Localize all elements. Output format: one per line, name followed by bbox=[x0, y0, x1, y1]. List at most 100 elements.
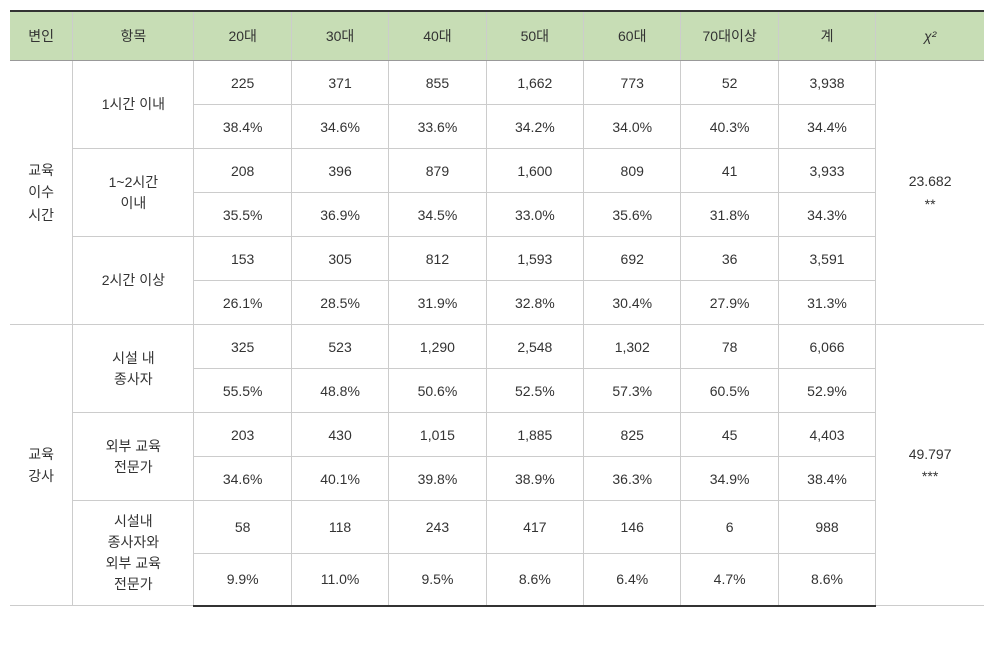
cell-pct: 35.5% bbox=[194, 193, 291, 237]
cell-pct: 38.4% bbox=[194, 105, 291, 149]
group-label: 교육강사 bbox=[10, 325, 73, 606]
cell-pct: 50.6% bbox=[389, 369, 486, 413]
cell-pct: 34.0% bbox=[584, 105, 681, 149]
cell-pct: 6.4% bbox=[584, 553, 681, 606]
cell-pct: 55.5% bbox=[194, 369, 291, 413]
cell-pct: 34.3% bbox=[778, 193, 875, 237]
cell-value: 371 bbox=[291, 61, 388, 105]
header-item: 항목 bbox=[73, 11, 194, 61]
cell-pct: 40.1% bbox=[291, 457, 388, 501]
cell-pct: 36.3% bbox=[584, 457, 681, 501]
cell-value: 396 bbox=[291, 149, 388, 193]
cell-value: 3,591 bbox=[778, 237, 875, 281]
cell-value: 1,662 bbox=[486, 61, 583, 105]
chi2-value: 23.682** bbox=[876, 61, 984, 325]
table-header: 변인 항목 20대 30대 40대 50대 60대 70대이상 계 χ² bbox=[10, 11, 984, 61]
cell-value: 41 bbox=[681, 149, 778, 193]
cell-pct: 31.9% bbox=[389, 281, 486, 325]
cell-pct: 28.5% bbox=[291, 281, 388, 325]
group-label: 교육이수시간 bbox=[10, 61, 73, 325]
item-label: 1~2시간이내 bbox=[73, 149, 194, 237]
cell-pct: 60.5% bbox=[681, 369, 778, 413]
cell-value: 430 bbox=[291, 413, 388, 457]
cell-value: 812 bbox=[389, 237, 486, 281]
header-age70plus: 70대이상 bbox=[681, 11, 778, 61]
cell-pct: 9.9% bbox=[194, 553, 291, 606]
cell-pct: 38.4% bbox=[778, 457, 875, 501]
header-age30: 30대 bbox=[291, 11, 388, 61]
cell-pct: 34.2% bbox=[486, 105, 583, 149]
cell-value: 243 bbox=[389, 501, 486, 554]
cell-pct: 36.9% bbox=[291, 193, 388, 237]
chi2-value: 49.797*** bbox=[876, 325, 984, 606]
cell-value: 879 bbox=[389, 149, 486, 193]
header-chi2: χ² bbox=[876, 11, 984, 61]
cell-value: 52 bbox=[681, 61, 778, 105]
cell-pct: 52.5% bbox=[486, 369, 583, 413]
header-total: 계 bbox=[778, 11, 875, 61]
cell-pct: 27.9% bbox=[681, 281, 778, 325]
cell-pct: 30.4% bbox=[584, 281, 681, 325]
cell-value: 1,885 bbox=[486, 413, 583, 457]
cell-pct: 33.6% bbox=[389, 105, 486, 149]
cell-value: 809 bbox=[584, 149, 681, 193]
cell-value: 118 bbox=[291, 501, 388, 554]
header-age40: 40대 bbox=[389, 11, 486, 61]
item-label: 시설내종사자와외부 교육전문가 bbox=[73, 501, 194, 606]
cell-pct: 32.8% bbox=[486, 281, 583, 325]
cell-value: 6,066 bbox=[778, 325, 875, 369]
cell-value: 523 bbox=[291, 325, 388, 369]
cell-pct: 35.6% bbox=[584, 193, 681, 237]
cell-pct: 34.5% bbox=[389, 193, 486, 237]
cell-pct: 52.9% bbox=[778, 369, 875, 413]
cell-value: 1,302 bbox=[584, 325, 681, 369]
cell-value: 78 bbox=[681, 325, 778, 369]
cell-pct: 34.6% bbox=[291, 105, 388, 149]
cell-value: 6 bbox=[681, 501, 778, 554]
cell-value: 1,290 bbox=[389, 325, 486, 369]
cell-pct: 26.1% bbox=[194, 281, 291, 325]
cell-value: 773 bbox=[584, 61, 681, 105]
cell-pct: 31.8% bbox=[681, 193, 778, 237]
cell-pct: 8.6% bbox=[778, 553, 875, 606]
cell-pct: 4.7% bbox=[681, 553, 778, 606]
cell-value: 3,933 bbox=[778, 149, 875, 193]
cell-value: 153 bbox=[194, 237, 291, 281]
cell-pct: 9.5% bbox=[389, 553, 486, 606]
cell-value: 203 bbox=[194, 413, 291, 457]
cell-value: 988 bbox=[778, 501, 875, 554]
item-label: 2시간 이상 bbox=[73, 237, 194, 325]
item-label: 외부 교육전문가 bbox=[73, 413, 194, 501]
item-label: 시설 내종사자 bbox=[73, 325, 194, 413]
header-age50: 50대 bbox=[486, 11, 583, 61]
cell-value: 4,403 bbox=[778, 413, 875, 457]
cell-value: 2,548 bbox=[486, 325, 583, 369]
cell-value: 225 bbox=[194, 61, 291, 105]
cell-pct: 8.6% bbox=[486, 553, 583, 606]
header-age60: 60대 bbox=[584, 11, 681, 61]
cell-value: 36 bbox=[681, 237, 778, 281]
cell-value: 825 bbox=[584, 413, 681, 457]
cell-pct: 57.3% bbox=[584, 369, 681, 413]
cell-pct: 34.4% bbox=[778, 105, 875, 149]
cell-value: 305 bbox=[291, 237, 388, 281]
header-age20: 20대 bbox=[194, 11, 291, 61]
cell-value: 146 bbox=[584, 501, 681, 554]
cell-pct: 34.9% bbox=[681, 457, 778, 501]
cell-value: 692 bbox=[584, 237, 681, 281]
cell-pct: 31.3% bbox=[778, 281, 875, 325]
data-table: 변인 항목 20대 30대 40대 50대 60대 70대이상 계 χ² 교육이… bbox=[10, 10, 984, 607]
header-variable: 변인 bbox=[10, 11, 73, 61]
cell-pct: 40.3% bbox=[681, 105, 778, 149]
cell-pct: 48.8% bbox=[291, 369, 388, 413]
cell-pct: 39.8% bbox=[389, 457, 486, 501]
cell-value: 1,600 bbox=[486, 149, 583, 193]
cell-value: 3,938 bbox=[778, 61, 875, 105]
cell-value: 1,015 bbox=[389, 413, 486, 457]
cell-value: 208 bbox=[194, 149, 291, 193]
table-body: 교육이수시간 1시간 이내 225 371 855 1,662 773 52 3… bbox=[10, 61, 984, 606]
cell-value: 325 bbox=[194, 325, 291, 369]
cell-pct: 34.6% bbox=[194, 457, 291, 501]
cell-value: 417 bbox=[486, 501, 583, 554]
item-label: 1시간 이내 bbox=[73, 61, 194, 149]
